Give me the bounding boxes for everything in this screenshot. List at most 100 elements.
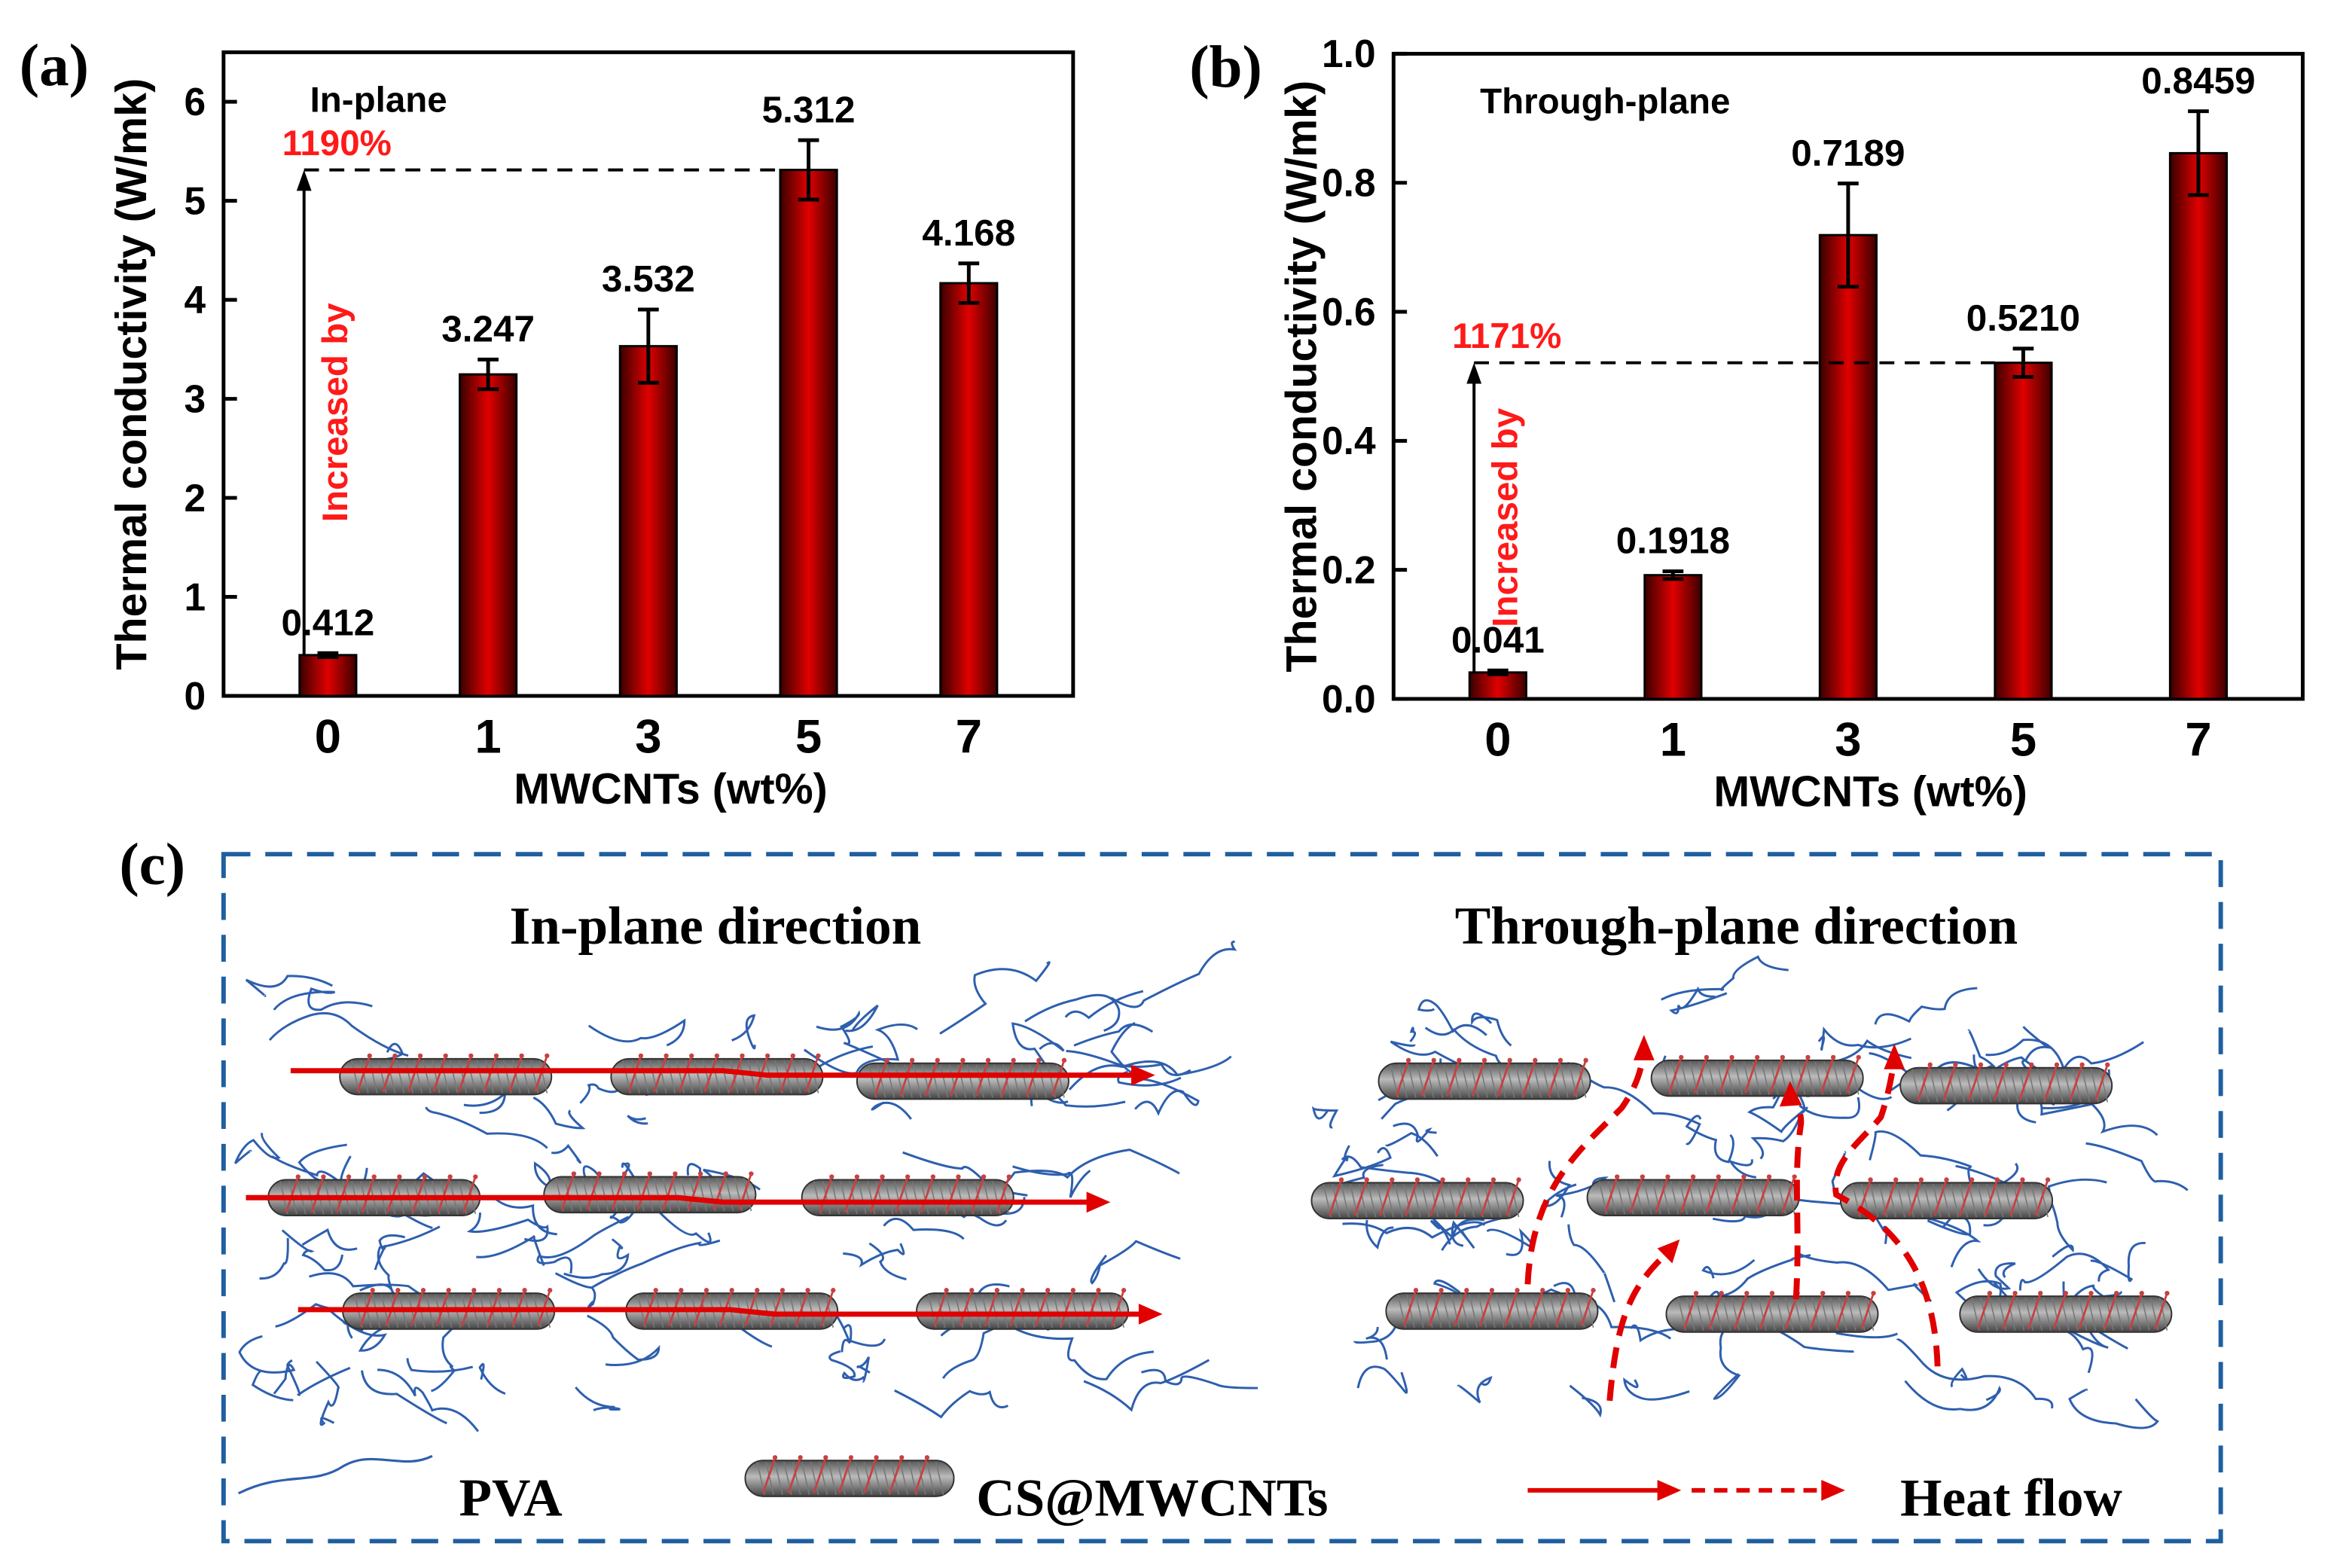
nanotube-mesh [2087, 1297, 2097, 1331]
nanotube-mesh [1430, 1184, 1439, 1218]
nanotube-mesh [1758, 1297, 1767, 1331]
nanotube-mesh [2006, 1297, 2016, 1331]
fiber [1110, 1021, 1136, 1073]
grafted-chain [795, 1289, 809, 1327]
increase-text: Increased by [316, 303, 355, 522]
grafted-end [899, 1455, 905, 1460]
value-label: 0.1918 [1616, 520, 1730, 562]
grafted-end [2029, 1062, 2034, 1067]
nanotube-mesh [671, 1178, 681, 1212]
grafted-end [960, 1057, 966, 1063]
heat-flow-head [1138, 1304, 1163, 1325]
grafted-end [1591, 1288, 1596, 1293]
grafted-chain [1933, 1179, 1948, 1216]
nanotube-mesh [1743, 1061, 1753, 1095]
legend-label: Heat flow [1900, 1469, 2122, 1528]
nanotube-mesh [1008, 1294, 1017, 1328]
value-label: 0.412 [281, 602, 374, 643]
y-tick-label: 5 [184, 178, 206, 222]
grafted-chain [703, 1055, 718, 1092]
fiber [1747, 1092, 1808, 1133]
grafted-chain [2043, 1064, 2058, 1101]
grafted-end [1640, 1174, 1645, 1179]
grafted-end [1121, 1288, 1127, 1293]
grafted-end [1061, 1057, 1067, 1063]
grafted-chain [1604, 1176, 1619, 1213]
nanotube-mesh [1497, 1064, 1506, 1098]
grafted-end [647, 1171, 652, 1176]
nanotube-mesh [467, 1060, 477, 1094]
grafted-end [1969, 1177, 1975, 1182]
nanotube-mesh [1426, 1064, 1435, 1098]
nanotube-mesh [1823, 1061, 1832, 1095]
nanotube-mesh [600, 1178, 609, 1212]
grafted-end [471, 1288, 477, 1293]
grafted-end [1466, 1177, 1471, 1182]
grafted-end [1994, 1177, 2000, 1182]
grafted-chain [1000, 1060, 1015, 1097]
nanotube-mesh [981, 1294, 990, 1328]
grafted-end [703, 1288, 709, 1293]
nanotube-mesh [1504, 1294, 1514, 1328]
nanotube-mesh [922, 1064, 931, 1098]
fiber [1141, 1368, 1259, 1390]
nanotube [1310, 1177, 1524, 1220]
nanotube-mesh [1585, 1294, 1594, 1328]
nanotube-mesh [1725, 1061, 1734, 1095]
fiber [2068, 1388, 2159, 1429]
grafted-chain [819, 1176, 833, 1213]
fiber [1896, 1338, 2054, 1409]
grafted-chain [869, 1176, 883, 1213]
grafted-end [1515, 1288, 1520, 1293]
fiber [268, 1011, 409, 1057]
heat-flow-head [1086, 1191, 1111, 1213]
nanotube-mesh [2055, 1069, 2064, 1103]
grafted-end [798, 1455, 803, 1460]
grafted-end [994, 1288, 1000, 1293]
grafted-end [1944, 1177, 1949, 1182]
grafted-chain [1085, 1289, 1100, 1327]
nanotube [1665, 1290, 1879, 1333]
grafted-end [371, 1174, 377, 1179]
nanotube-mesh [2052, 1297, 2061, 1331]
legend-fiber [237, 1454, 433, 1495]
nanotube-mesh [721, 1060, 730, 1094]
nanotube-mesh [1989, 1297, 1998, 1331]
fiber [1064, 990, 1144, 1020]
nanotube-mesh [911, 1181, 920, 1215]
grafted-end [1006, 1174, 1011, 1179]
nanotube-mesh [849, 1181, 858, 1215]
nanotube-mesh [564, 1178, 573, 1212]
fiber [883, 1218, 965, 1240]
grafted-end [905, 1174, 911, 1179]
nanotube-mesh [1802, 1297, 1812, 1331]
fiber [316, 1360, 340, 1426]
grafted-end [1516, 1177, 1521, 1182]
nanotube [339, 1053, 553, 1096]
x-tick-label: 7 [956, 710, 982, 763]
nanotube-mesh [703, 1060, 712, 1094]
grafted-end [1413, 1288, 1419, 1293]
heat-flow-head [1131, 1064, 1155, 1086]
nanotube-mesh [2027, 1069, 2037, 1103]
grafted-end [944, 1288, 949, 1293]
nanotube-mesh [1461, 1064, 1471, 1098]
nanotube-mesh [1029, 1064, 1039, 1098]
panel-label: (b) [1189, 34, 1262, 100]
nanotube-mesh [780, 1294, 789, 1328]
grafted-end [909, 1057, 915, 1063]
grafted-chain [1820, 1057, 1835, 1094]
nanotube-mesh [1496, 1294, 1505, 1328]
fiber [1365, 1219, 1394, 1250]
nanotube-mesh [1359, 1184, 1368, 1218]
fiber [845, 1004, 879, 1033]
grafted-end [392, 1053, 398, 1059]
nanotube-mesh [386, 1060, 396, 1094]
x-tick-label: 1 [1660, 713, 1686, 766]
heat-flow-head [1884, 1044, 1905, 1069]
y-axis-label: Thermal conductivity (W/mk) [1277, 81, 1326, 673]
grafted-chain [1026, 1060, 1040, 1097]
grafted-end [2038, 1290, 2043, 1296]
nanotube-mesh [1741, 1181, 1751, 1215]
fiber [1417, 999, 1487, 1036]
